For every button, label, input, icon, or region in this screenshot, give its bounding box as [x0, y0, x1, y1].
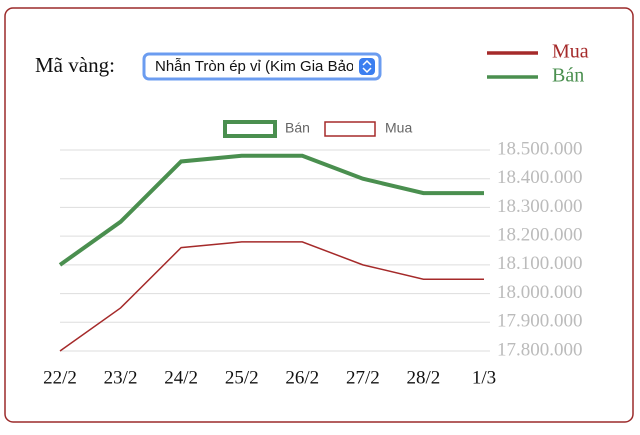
- y-tick-label: 18.300.000: [497, 196, 583, 217]
- x-tick-label: 23/2: [104, 367, 138, 388]
- y-tick-label: 18.000.000: [497, 282, 583, 303]
- legend-label: Bán: [552, 65, 584, 87]
- legend-label: Mua: [385, 120, 412, 136]
- y-tick-label: 17.900.000: [497, 311, 583, 332]
- legend-label: Bán: [285, 120, 310, 136]
- y-tick-label: 18.400.000: [497, 167, 583, 188]
- legend-label: Mua: [552, 41, 589, 63]
- x-tick-label: 28/2: [407, 367, 441, 388]
- select-arrow[interactable]: [359, 58, 375, 75]
- y-tick-label: 18.500.000: [497, 138, 583, 159]
- legend-swatch: [223, 120, 277, 138]
- x-tick-label: 27/2: [346, 367, 380, 388]
- x-tick-label: 22/2: [43, 367, 77, 388]
- y-tick-label: 18.100.000: [497, 253, 583, 274]
- frame: [4, 7, 634, 423]
- line: [58, 153, 484, 267]
- x-tick-label: 24/2: [164, 367, 198, 388]
- x-tick-label: 1/3: [472, 367, 496, 388]
- line: [59, 241, 484, 352]
- select-box[interactable]: [142, 52, 382, 81]
- legend-swatch: [324, 121, 376, 137]
- select-label: Mã vàng:: [35, 53, 115, 77]
- y-tick-label: 17.800.000: [497, 339, 583, 360]
- x-tick-label: 26/2: [285, 367, 319, 388]
- x-tick-label: 25/2: [225, 367, 259, 388]
- select[interactable]: Nhẫn Tròn ép vỉ (Kim Gia Bảo: [142, 52, 382, 81]
- y-tick-label: 18.200.000: [497, 225, 583, 246]
- select-arrow-icon: [362, 59, 372, 74]
- select-value[interactable]: Nhẫn Tròn ép vỉ (Kim Gia Bảo: [155, 58, 354, 75]
